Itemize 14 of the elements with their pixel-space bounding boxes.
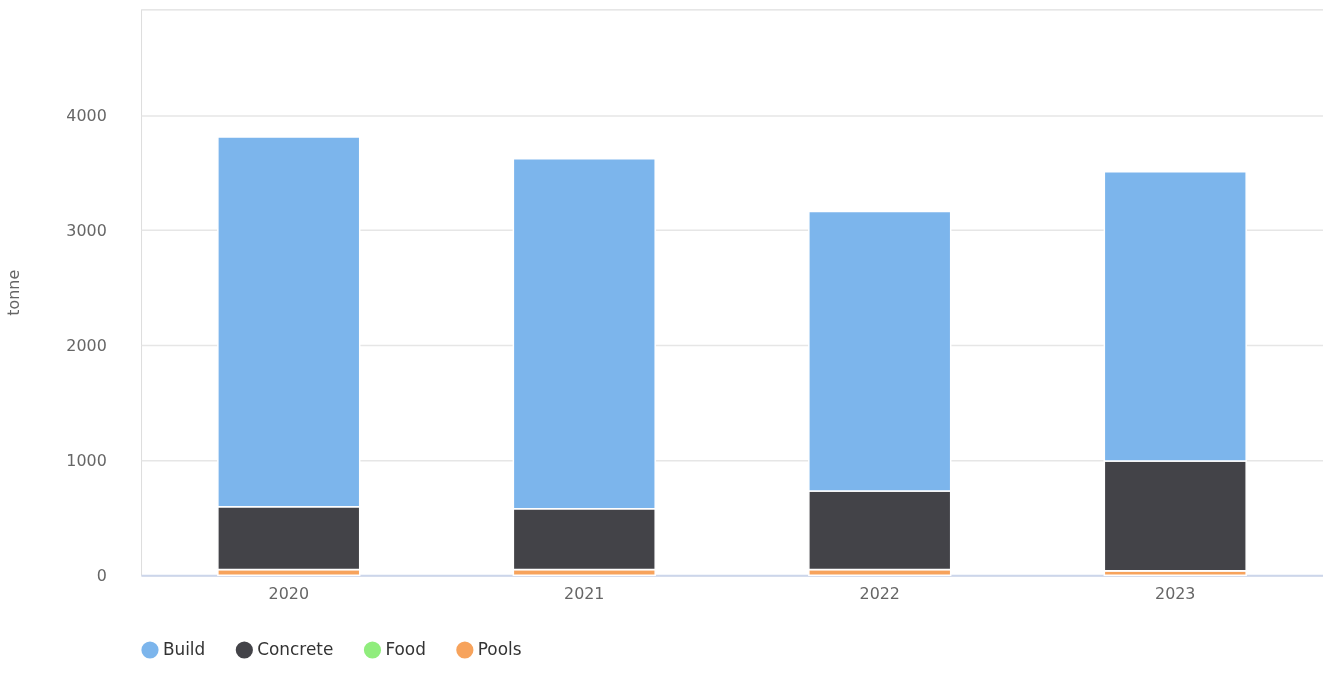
legend-label: Build — [162, 638, 206, 659]
y-tick-label: 1000 — [66, 450, 107, 470]
x-tick-label: 2022 — [859, 583, 900, 603]
legend-label: Concrete — [257, 638, 334, 659]
x-tick-label: 2021 — [564, 583, 605, 603]
legend-label: Food — [385, 638, 426, 659]
x-tick-label: 2023 — [1155, 583, 1196, 603]
y-tick-label: 3000 — [66, 220, 107, 240]
y-tick-label: 4000 — [66, 105, 107, 125]
y-axis-title: tonne — [3, 269, 23, 316]
y-tick-label: 2000 — [66, 335, 107, 355]
legend-label: Pools — [477, 638, 522, 659]
x-tick-label: 2020 — [268, 583, 309, 603]
y-tick-label: 0 — [96, 565, 107, 585]
